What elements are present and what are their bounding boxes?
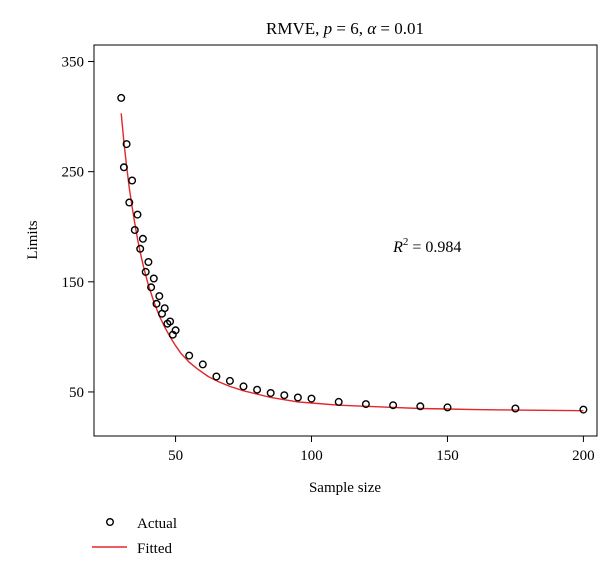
r-squared-annotation: R2 = 0.984 (392, 236, 461, 256)
legend-actual-marker (105, 518, 114, 527)
x-axis: 50 100 150 200 (168, 436, 595, 464)
actual-point (155, 292, 164, 301)
actual-point (280, 391, 289, 400)
actual-point (361, 400, 370, 409)
actual-point (147, 283, 156, 292)
actual-point (136, 244, 145, 253)
y-tick-label: 150 (62, 275, 85, 291)
actual-point (122, 140, 131, 149)
actual-point (138, 234, 147, 243)
y-axis: 50 150 250 350 (62, 55, 94, 401)
actual-point (266, 389, 275, 398)
actual-point (293, 393, 302, 402)
x-tick-label: 200 (572, 448, 595, 464)
actual-point (511, 404, 520, 413)
actual-point (225, 376, 234, 385)
actual-point (149, 274, 158, 283)
actual-point (119, 163, 128, 172)
actual-point (579, 405, 588, 414)
actual-point (152, 299, 161, 308)
actual-point (160, 304, 169, 313)
actual-point (141, 267, 150, 276)
legend: Actual Fitted (92, 516, 177, 557)
actual-point (185, 351, 194, 360)
actual-point (171, 326, 180, 335)
actual-point (443, 403, 452, 412)
x-tick-label: 150 (436, 448, 459, 464)
x-tick-label: 100 (300, 448, 323, 464)
y-tick-label: 250 (62, 165, 85, 181)
actual-point (117, 93, 126, 102)
y-tick-label: 350 (62, 55, 85, 71)
legend-fitted-label: Fitted (137, 541, 173, 557)
actual-point (128, 176, 137, 185)
actual-point (416, 402, 425, 411)
chart-title: RMVE, p = 6, α = 0.01 (266, 19, 424, 38)
x-axis-label: Sample size (309, 480, 381, 496)
actual-point (334, 397, 343, 406)
actual-point (253, 385, 262, 394)
actual-point (307, 394, 316, 403)
y-tick-label: 50 (69, 385, 84, 401)
actual-point (212, 372, 221, 381)
actual-point (130, 225, 139, 234)
y-axis-label: Limits (25, 220, 41, 259)
legend-actual-label: Actual (137, 516, 177, 532)
actual-point (239, 382, 248, 391)
actual-point (166, 317, 175, 326)
actual-point (133, 210, 142, 219)
x-tick-label: 50 (168, 448, 183, 464)
actual-point (389, 401, 398, 410)
plot-frame (93, 44, 598, 437)
actual-point (144, 258, 153, 267)
actual-point (125, 198, 134, 207)
fitted-line (120, 113, 584, 412)
series-layer (117, 93, 588, 414)
actual-point (198, 360, 207, 369)
